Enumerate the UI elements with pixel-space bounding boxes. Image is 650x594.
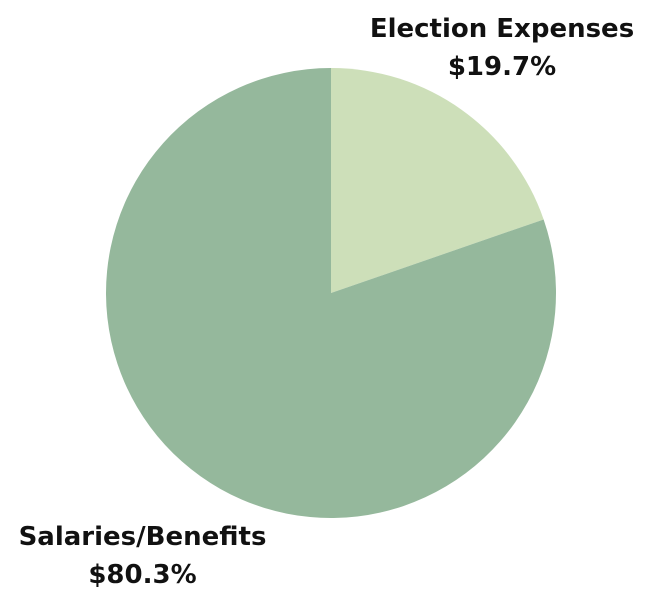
slice-value-election-expenses: $19.7% [447, 52, 557, 82]
pie-slices [106, 68, 557, 518]
pie-slice-election-expenses [331, 68, 544, 293]
slice-category-election-expenses: Election Expenses [369, 14, 635, 44]
slice-value-salaries-benefits: $80.3% [88, 560, 197, 590]
slice-label-salaries-benefits: Salaries/Benefits $80.3% [5, 518, 280, 594]
pie-slice-salaries-benefits [106, 68, 557, 518]
slice-label-election-expenses: Election Expenses $19.7% [362, 10, 642, 86]
slice-category-salaries-benefits: Salaries/Benefits [18, 522, 267, 552]
